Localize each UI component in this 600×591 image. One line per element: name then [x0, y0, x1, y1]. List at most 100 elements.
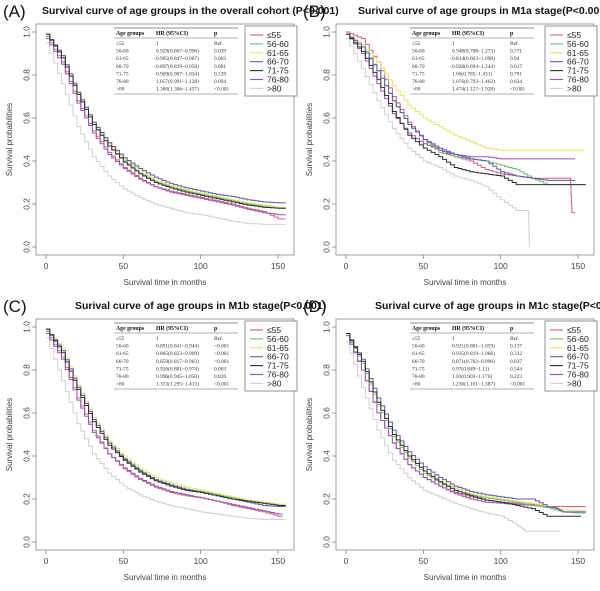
table-cell: 0.223: [510, 374, 522, 380]
survival-curve-80: [46, 42, 286, 225]
legend-label: 56-60: [267, 334, 289, 344]
legend-label: 61-65: [267, 343, 289, 353]
table-header: HR (95%CI): [452, 30, 484, 37]
table-cell: 0.814(0.603~1.098): [452, 55, 495, 62]
table-cell: 71-75: [412, 366, 425, 372]
table-cell: >80: [116, 87, 125, 93]
legend-label: ≤55: [567, 325, 581, 335]
x-tick-label: 150: [271, 556, 285, 566]
y-tick-label: 1.0: [21, 26, 31, 38]
legend-label: 76-80: [267, 370, 289, 380]
y-tick-label: 0.0: [21, 241, 31, 253]
x-axis-label: Survival time in months: [124, 573, 207, 582]
panel-title: Surival curve of age groups in M1a stage…: [358, 5, 600, 17]
survival-curve-7680: [46, 37, 286, 216]
table-header: Age groups: [412, 326, 441, 332]
hr-table-bg: [112, 321, 240, 389]
panel-b: (B) Surival curve of age groups in M1a s…: [300, 0, 600, 295]
x-tick-label: 150: [271, 261, 285, 271]
km-plot: 0.0 0.2 0.4 0.6 0.8 1.0 0 50 100 150 Survival time…: [5, 318, 298, 582]
table-cell: 0.871(0.762~0.996): [452, 358, 495, 365]
y-tick-label: 1.0: [321, 26, 331, 38]
table-cell: <0.001: [510, 382, 525, 388]
y-tick-label: 0.8: [321, 69, 331, 81]
table-cell: 1.06(0.785~1.431): [452, 70, 492, 77]
table-cell: 0.094: [214, 79, 226, 85]
table-cell: 1: [452, 41, 455, 47]
table-cell: 0.935(0.819~1.068): [452, 350, 495, 357]
x-tick-label: 100: [194, 261, 208, 271]
y-tick-label: 0.0: [321, 241, 331, 253]
table-cell: 1.057(0.991~1.128): [156, 78, 199, 85]
legend-box: [244, 25, 298, 97]
table-cell: 66-70: [412, 64, 425, 70]
hr-table-bg: [408, 321, 536, 389]
table-cell: 0.926(0.881~0.974): [156, 365, 199, 372]
table-cell: 1: [156, 336, 159, 342]
table-cell: 56-60: [412, 344, 425, 350]
survival-curve-6165: [346, 33, 585, 151]
table-cell: 56-60: [116, 344, 129, 350]
legend-label: ≤55: [267, 30, 281, 40]
survival-curve-7175: [46, 328, 286, 506]
y-tick-label: 0.6: [21, 112, 31, 124]
table-header: HR (95%CI): [156, 30, 188, 37]
panel-letter: (D): [303, 297, 327, 316]
legend-label: 56-60: [567, 39, 589, 49]
y-tick-label: 0.6: [321, 112, 331, 124]
legend-label: 66-70: [567, 352, 589, 362]
table-cell: 61-65: [412, 351, 425, 357]
table-header: HR (95%CI): [156, 325, 188, 332]
table-cell: 61-65: [116, 351, 129, 357]
survival-curve-7175: [346, 33, 586, 186]
y-tick-label: 0.8: [21, 69, 31, 81]
legend-box: [544, 320, 598, 392]
table-cell: 1: [452, 336, 455, 342]
x-tick-label: 100: [494, 556, 508, 566]
x-tick-label: 50: [419, 261, 429, 271]
survival-curve-55: [46, 330, 283, 517]
legend-label: 71-75: [267, 361, 289, 371]
legend-label: 76-80: [567, 370, 589, 380]
survival-curve-7680: [46, 332, 283, 515]
km-plot: 0.0 0.2 0.4 0.6 0.8 1.0 0 50 100 150 Survival time…: [5, 23, 298, 287]
x-tick-label: 150: [571, 261, 585, 271]
table-header: HR (95%CI): [452, 325, 484, 332]
table-cell: 0.001: [214, 64, 226, 70]
table-header: p: [214, 326, 217, 332]
table-cell: 0.771: [510, 49, 522, 55]
table-cell: <0.001: [510, 87, 525, 93]
x-tick-label: 50: [419, 556, 429, 566]
table-cell: <0.001: [214, 382, 229, 388]
survival-curve-6670: [346, 33, 575, 181]
table-cell: ≤55: [116, 336, 125, 342]
y-tick-label: 0.4: [321, 155, 331, 167]
plot-frame: [335, 318, 595, 551]
x-tick-label: 0: [344, 556, 349, 566]
table-cell: 0.701: [510, 71, 522, 77]
x-tick-label: 100: [194, 556, 208, 566]
x-tick-label: 0: [344, 261, 349, 271]
table-header: p: [214, 31, 217, 37]
y-axis-label: Survival probabilities: [5, 103, 14, 176]
panel-letter: (B): [303, 2, 326, 21]
legend-label: ≤55: [567, 30, 581, 40]
table-cell: 0.339: [214, 71, 226, 77]
table-cell: Ref.: [510, 335, 519, 342]
panel-letter: (C): [3, 297, 27, 316]
table-cell: <0.001: [214, 359, 229, 365]
x-tick-label: 150: [571, 556, 585, 566]
table-header: p: [510, 31, 513, 37]
y-axis-label: Survival probabilities: [5, 398, 14, 471]
panel-d: (D) Surival curve of age groups in M1c s…: [300, 295, 600, 590]
table-header: Age groups: [116, 326, 145, 332]
plot-frame: [35, 318, 295, 551]
y-axis-label: Survival probabilities: [305, 103, 314, 176]
y-axis-label: Survival probabilities: [305, 398, 314, 471]
table-cell: ≤55: [116, 41, 125, 47]
y-tick-label: 0.4: [21, 155, 31, 167]
panel-title: Surival curve of age groups in M1b stage…: [75, 300, 327, 312]
